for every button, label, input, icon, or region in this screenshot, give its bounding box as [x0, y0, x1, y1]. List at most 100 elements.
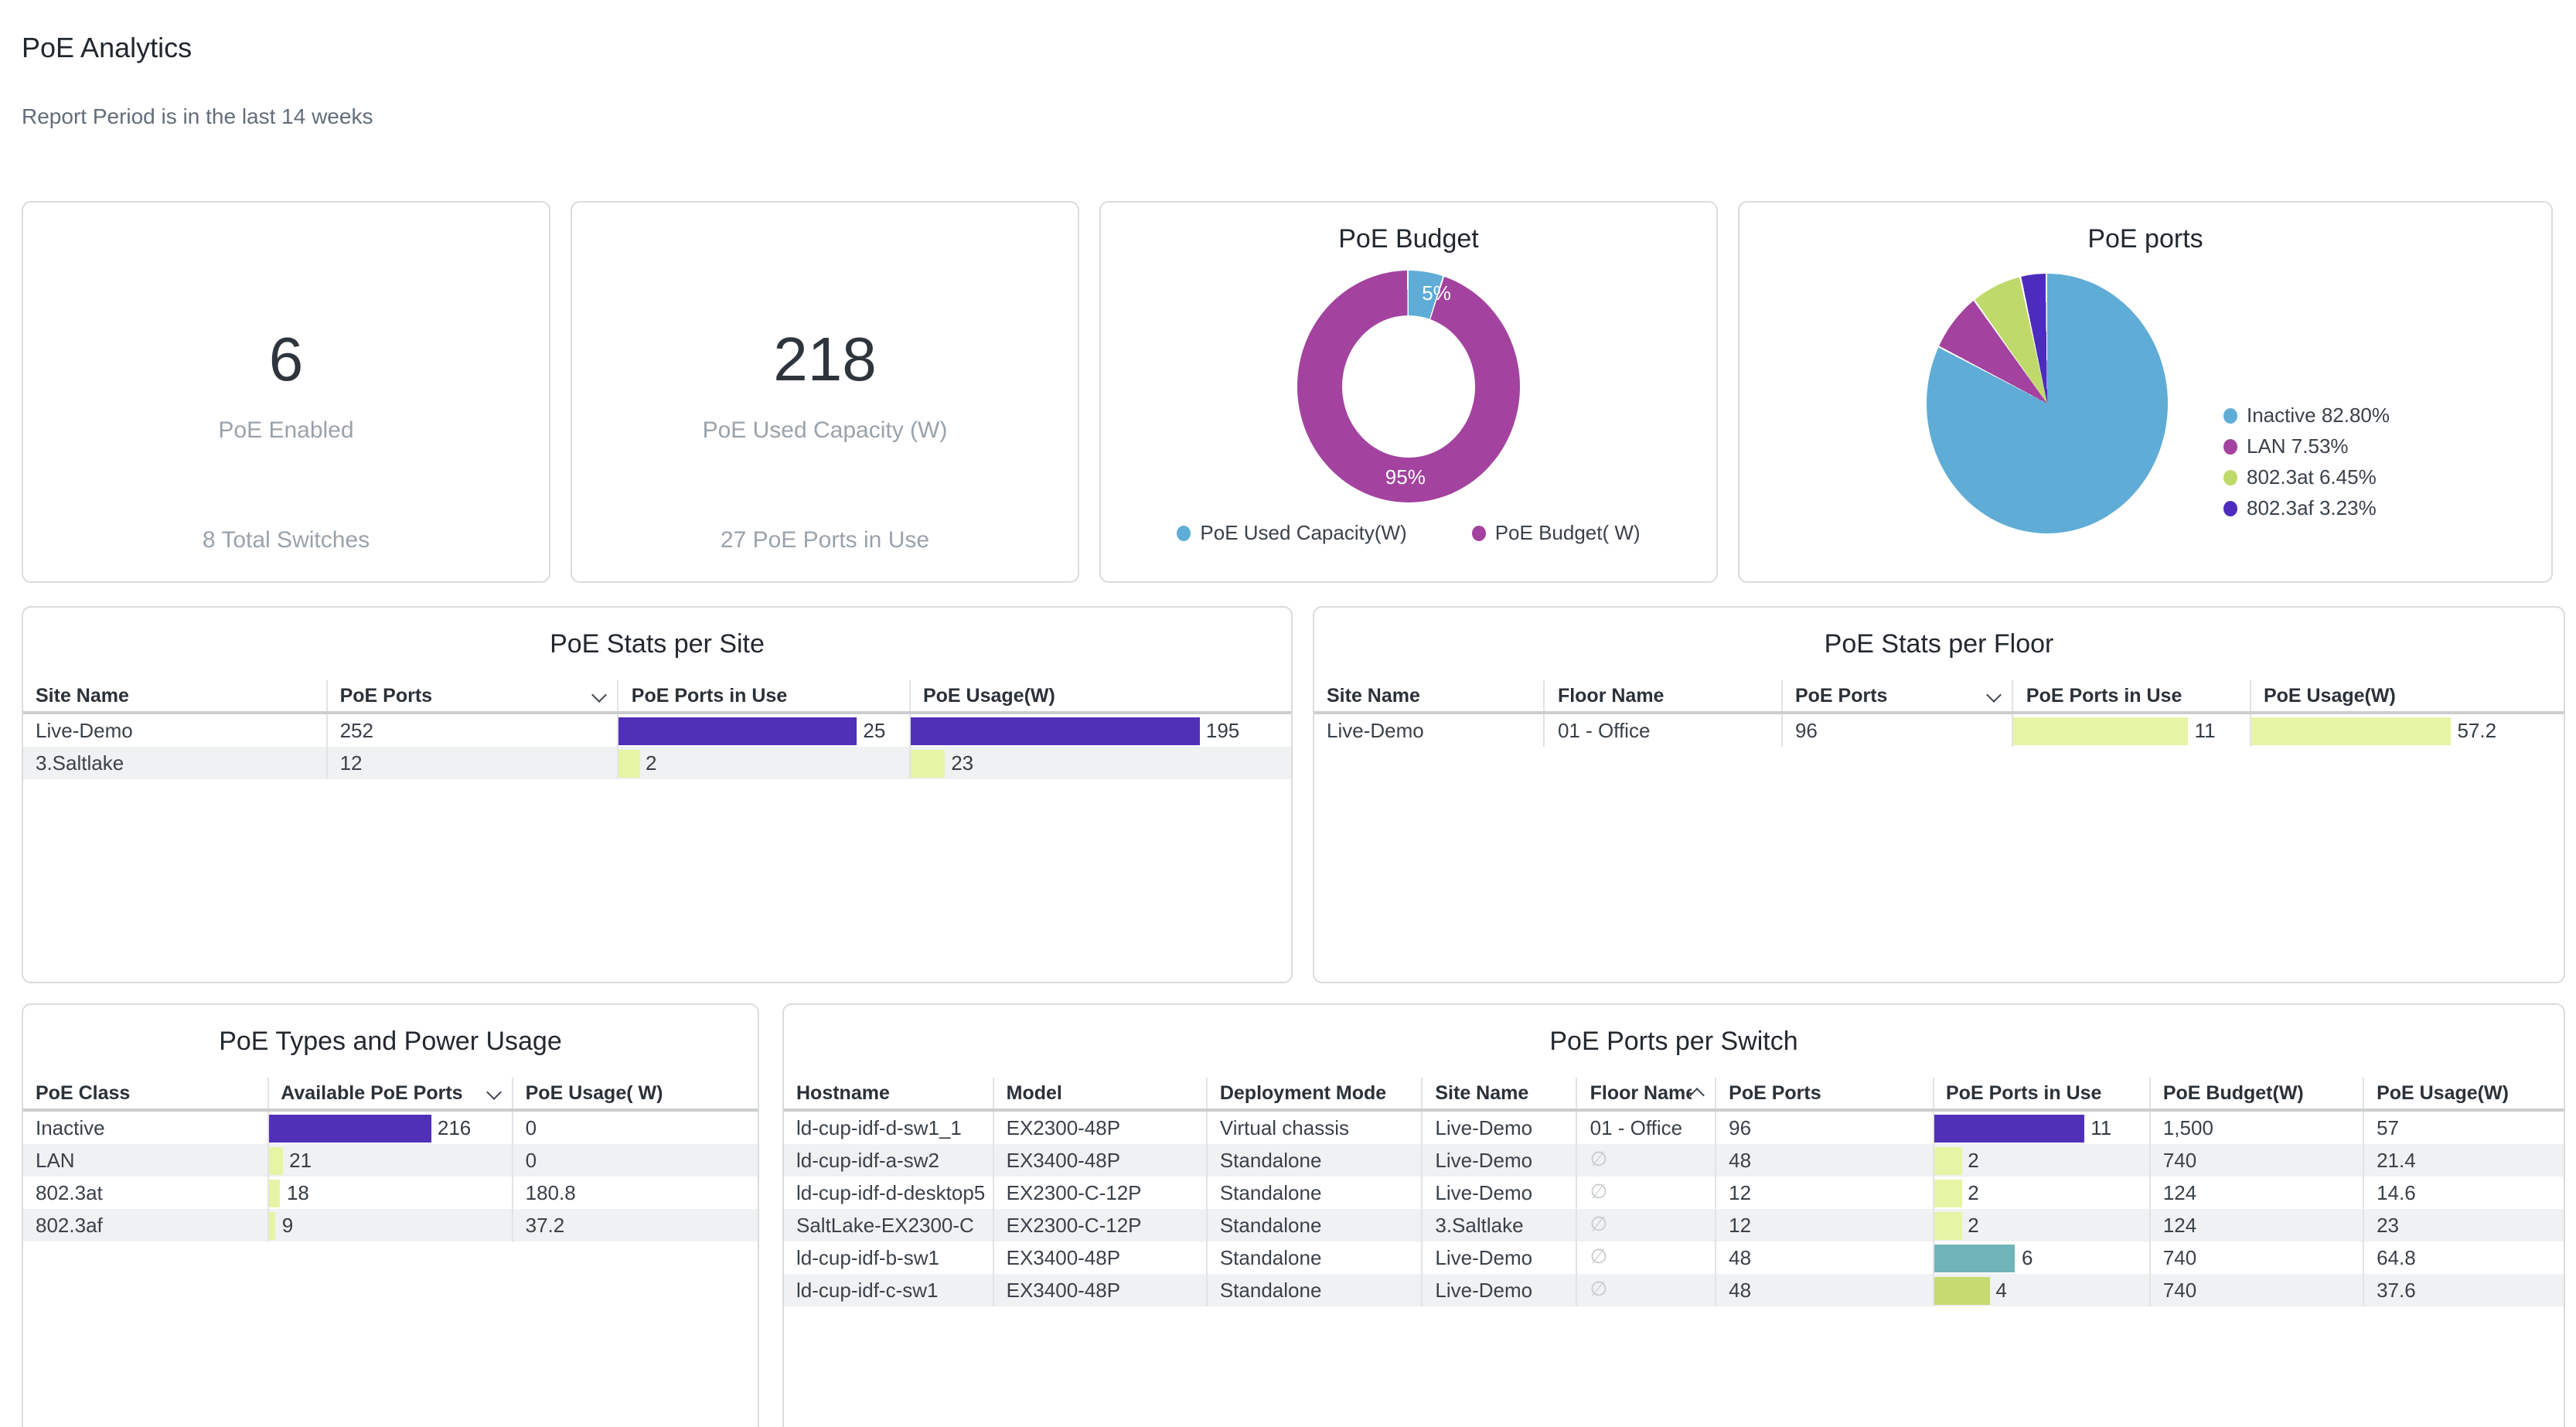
column-header-label: PoE Ports in Use [2026, 685, 2182, 707]
column-header-usage[interactable]: PoE Usage( W) [513, 1078, 758, 1109]
cell-hostname: ld-cup-idf-a-sw2 [784, 1144, 994, 1177]
table-row[interactable]: ld-cup-idf-d-desktop5 EX2300-C-12P Standal… [784, 1177, 2564, 1209]
table-row[interactable]: 802.3af 9 37.2 [23, 1209, 758, 1241]
column-header-hostname[interactable]: Hostname [784, 1078, 994, 1109]
column-header-label: Site Name [1435, 1082, 1529, 1104]
legend-dot-blue [1177, 525, 1191, 540]
table-row[interactable]: ld-cup-idf-a-sw2 EX3400-48P Standalone Live… [784, 1144, 2564, 1177]
bar-cell-in_use: 2 [1934, 1209, 2151, 1241]
cell-usage: 37.6 [2377, 1279, 2416, 1302]
legend-dot-magenta [1471, 525, 1486, 540]
bar-cell-usage: 57.2 [2251, 714, 2564, 747]
column-header-deploy[interactable]: Deployment Mode [1208, 1078, 1423, 1109]
column-header-usage[interactable]: PoE Usage(W) [2251, 680, 2564, 711]
column-header-model[interactable]: Model [994, 1078, 1208, 1109]
column-header-in_use[interactable]: PoE Ports in Use [619, 680, 911, 711]
legend-label: LAN 7.53% [2247, 434, 2349, 458]
cell-usage: 57 [2377, 1116, 2399, 1139]
cell-model: EX2300-48P [994, 1112, 1208, 1144]
column-header-site[interactable]: Site Name [1423, 1078, 1578, 1109]
cell-ports: 12 [328, 747, 619, 779]
column-header-label: Site Name [1327, 685, 1420, 707]
column-header-site[interactable]: Site Name [1314, 680, 1545, 711]
legend-item-budget[interactable]: PoE Budget( W) [1471, 521, 1641, 544]
value-bar [1934, 1114, 2085, 1142]
bar-value-label: 216 [437, 1116, 472, 1139]
site-table-body: Live-Demo 252 25 195 3.Saltlake 12 2 23 [23, 714, 1291, 779]
bar-value-label: 25 [863, 719, 886, 742]
bar-cell-in_use: 6 [1934, 1241, 2151, 1274]
column-header-available[interactable]: Available PoE Ports [268, 1078, 513, 1109]
cell-hostname: ld-cup-idf-b-sw1 [784, 1241, 994, 1274]
bar-cell-usage: 195 [910, 714, 1291, 747]
cell-site: Live-Demo [1423, 1144, 1578, 1177]
table-row[interactable]: 3.Saltlake 12 2 23 [23, 747, 1291, 779]
value-bar [268, 1146, 284, 1174]
column-header-site[interactable]: Site Name [23, 680, 328, 711]
value-bar [618, 749, 640, 777]
legend-item-8023at[interactable]: 802.3at 6.45% [2223, 465, 2390, 489]
cell-usage: 37.2 [525, 1214, 565, 1237]
cell-class: 802.3af [23, 1209, 269, 1241]
column-header-floor[interactable]: Floor Name [1578, 1078, 1717, 1109]
table-row[interactable]: Live-Demo 01 - Office 96 11 57.2 [1314, 714, 2564, 747]
donut-ring[interactable] [1297, 271, 1520, 502]
value-bar [1934, 1146, 1962, 1174]
table-row[interactable]: LAN 21 0 [23, 1144, 758, 1177]
null-icon: ∅ [1578, 1177, 1717, 1209]
switch-table-header: Hostname Model Deployment Mode Site Name Flo… [784, 1078, 2564, 1112]
poe-ports-legend: Inactive 82.80% LAN 7.53% 802.3at 6.45% … [2223, 404, 2390, 519]
table-row[interactable]: Inactive 216 0 [23, 1112, 758, 1144]
column-header-label: Available PoE Ports [281, 1082, 463, 1104]
table-row[interactable]: ld-cup-idf-b-sw1 EX3400-48P Standalone Live… [784, 1241, 2564, 1274]
table-row[interactable]: ld-cup-idf-d-sw1_1 EX2300-48P Virtual chas… [784, 1112, 2564, 1144]
column-header-in_use[interactable]: PoE Ports in Use [2014, 680, 2251, 711]
table-row[interactable]: ld-cup-idf-c-sw1 EX3400-48P Standalone Live… [784, 1274, 2564, 1306]
column-header-budget[interactable]: PoE Budget(W) [2151, 1078, 2365, 1109]
legend-item-lan[interactable]: LAN 7.53% [2223, 434, 2390, 458]
poe-stats-per-site-card: PoE Stats per Site Site Name PoE Ports PoE… [22, 606, 1293, 983]
column-header-in_use[interactable]: PoE Ports in Use [1934, 1078, 2151, 1109]
cell-site: 3.Saltlake [1423, 1209, 1578, 1241]
cell-budget: 1,500 [2151, 1112, 2365, 1144]
poe-budget-donut-chart[interactable]: 5% 95% [1297, 271, 1520, 502]
cell-class: Inactive [23, 1112, 269, 1144]
bar-cell-available: 21 [268, 1144, 513, 1177]
null-icon: ∅ [1578, 1144, 1717, 1177]
cell-hostname: SaltLake-EX2300-C [784, 1209, 994, 1241]
poe-types-card: PoE Types and Power Usage PoE Class Avail… [22, 1003, 759, 1427]
legend-item-8023af[interactable]: 802.3af 3.23% [2223, 496, 2390, 519]
bar-value-label: 2 [1968, 1214, 1979, 1237]
cell-budget: 740 [2151, 1274, 2365, 1306]
cell-model: EX2300-C-12P [994, 1177, 1208, 1209]
null-icon: ∅ [1578, 1241, 1717, 1274]
legend-label: PoE Budget( W) [1494, 521, 1641, 544]
legend-item-used-capacity[interactable]: PoE Used Capacity(W) [1177, 521, 1407, 544]
column-header-usage[interactable]: PoE Usage(W) [2364, 1078, 2564, 1109]
table-row[interactable]: SaltLake-EX2300-C EX2300-C-12P Standalone 3… [784, 1209, 2564, 1241]
column-header-ports[interactable]: PoE Ports [328, 680, 619, 711]
column-header-ports[interactable]: PoE Ports [1783, 680, 2014, 711]
value-bar [2251, 717, 2452, 744]
table-row[interactable]: Live-Demo 252 25 195 [23, 714, 1291, 747]
column-header-ports[interactable]: PoE Ports [1716, 1078, 1934, 1109]
column-header-label: Site Name [36, 685, 129, 707]
cell-deploy: Virtual chassis [1208, 1112, 1423, 1144]
sort-ascending-icon [1689, 1088, 1705, 1103]
table-row[interactable]: 802.3at 18 180.8 [23, 1177, 758, 1209]
poe-ports-pie-chart[interactable] [1927, 274, 2168, 533]
column-header-label: Model [1006, 1082, 1062, 1104]
cell-ports: 12 [1716, 1209, 1934, 1241]
cell-ports: 252 [328, 714, 619, 747]
column-header-class[interactable]: PoE Class [23, 1078, 269, 1109]
column-header-label: PoE Usage(W) [2377, 1082, 2509, 1104]
site-table-header: Site Name PoE Ports PoE Ports in Use PoE Us… [23, 680, 1291, 714]
column-header-floor[interactable]: Floor Name [1545, 680, 1783, 711]
legend-item-inactive[interactable]: Inactive 82.80% [2223, 404, 2390, 427]
legend-label: 802.3at 6.45% [2247, 465, 2377, 489]
donut-used-pct-label: 5% [1422, 281, 1451, 305]
value-bar [1934, 1276, 1990, 1304]
column-header-label: PoE Usage(W) [922, 685, 1055, 707]
column-header-usage[interactable]: PoE Usage(W) [911, 680, 1291, 711]
